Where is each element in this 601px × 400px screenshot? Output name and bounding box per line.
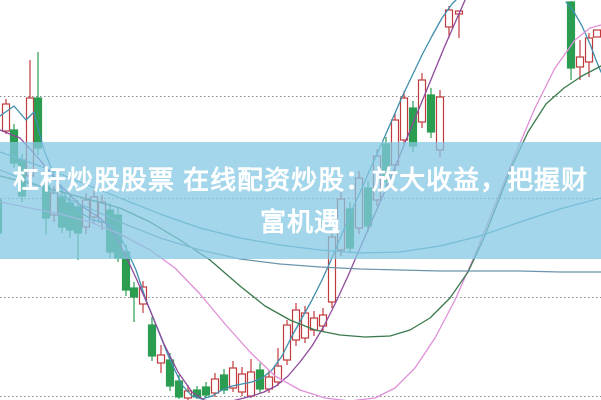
banner-text-line1: 杠杆炒股股票 在线配资炒股：放大收益，把握财 [12,164,589,195]
banner-text-line2: 富机遇 [259,206,341,237]
promo-banner: 杠杆炒股股票 在线配资炒股：放大收益，把握财 富机遇 [0,142,601,259]
